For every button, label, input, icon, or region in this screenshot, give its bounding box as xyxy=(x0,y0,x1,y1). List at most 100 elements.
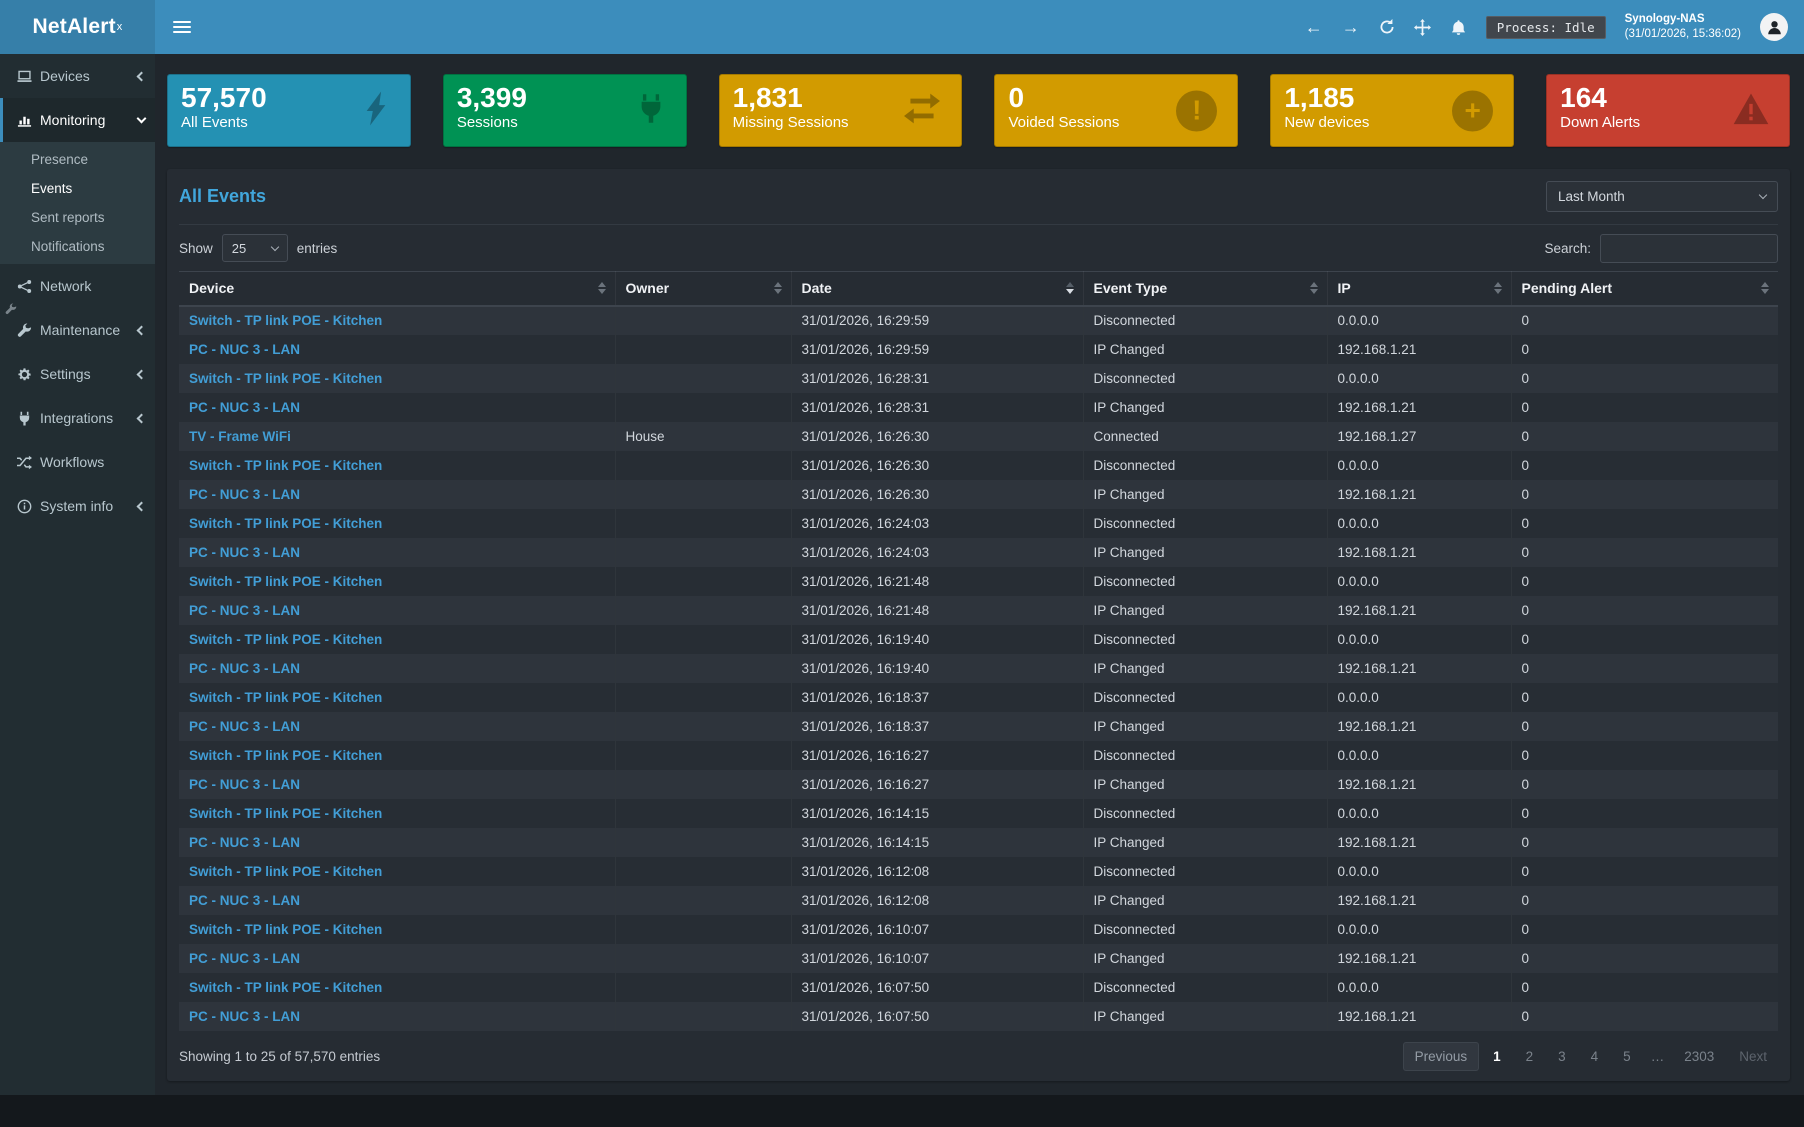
table-row[interactable]: PC - NUC 3 - LAN 31/01/2026, 16:14:15 IP C… xyxy=(179,827,1778,857)
table-row[interactable]: Switch - TP link POE - Kitchen 31/01/2026… xyxy=(179,566,1778,596)
device-link[interactable]: Switch - TP link POE - Kitchen xyxy=(189,313,383,328)
page-length-select[interactable]: 25 xyxy=(221,234,288,262)
refresh-icon[interactable] xyxy=(1379,19,1395,35)
user-avatar[interactable] xyxy=(1760,13,1788,41)
table-row[interactable]: Switch - TP link POE - Kitchen 31/01/2026… xyxy=(179,305,1778,335)
table-row[interactable]: Switch - TP link POE - Kitchen 31/01/2026… xyxy=(179,798,1778,828)
sidebar-item-system-info[interactable]: System info xyxy=(0,484,155,528)
table-row[interactable]: Switch - TP link POE - Kitchen 31/01/2026… xyxy=(179,914,1778,944)
device-link[interactable]: Switch - TP link POE - Kitchen xyxy=(189,979,383,995)
sidebar-item-events[interactable]: Events xyxy=(31,181,73,196)
stat-card-all-events[interactable]: 57,570 All Events xyxy=(167,74,411,147)
device-link[interactable]: PC - NUC 3 - LAN xyxy=(189,950,300,966)
stat-card-label: New devices xyxy=(1284,114,1370,132)
table-row[interactable]: Switch - TP link POE - Kitchen 31/01/2026… xyxy=(179,740,1778,770)
sidebar-toggle-button[interactable] xyxy=(169,15,195,39)
column-header-ip[interactable]: IP xyxy=(1327,271,1512,307)
cell-device: PC - NUC 3 - LAN xyxy=(179,653,616,683)
pagination-previous[interactable]: Previous xyxy=(1402,1042,1480,1071)
table-row[interactable]: Switch - TP link POE - Kitchen 31/01/2026… xyxy=(179,682,1778,712)
forward-icon[interactable]: → xyxy=(1341,17,1360,37)
device-link[interactable]: PC - NUC 3 - LAN xyxy=(189,486,300,502)
move-icon[interactable] xyxy=(1413,18,1431,36)
device-link[interactable]: PC - NUC 3 - LAN xyxy=(189,399,300,415)
search-control: Search: xyxy=(1544,233,1778,263)
table-row[interactable]: Switch - TP link POE - Kitchen 31/01/2026… xyxy=(179,856,1778,886)
cell-date: 31/01/2026, 16:21:48 xyxy=(791,595,1084,625)
table-row[interactable]: PC - NUC 3 - LAN 31/01/2026, 16:12:08 IP C… xyxy=(179,885,1778,915)
column-header-device[interactable]: Device xyxy=(179,271,616,307)
stat-card-voided-sessions[interactable]: 0 Voided Sessions! xyxy=(994,74,1239,147)
pagination-page-4[interactable]: 4 xyxy=(1580,1043,1610,1070)
table-row[interactable]: TV - Frame WiFi House 31/01/2026, 16:26:30… xyxy=(179,421,1778,451)
sidebar-item-settings[interactable]: Settings xyxy=(0,352,155,396)
device-link[interactable]: Switch - TP link POE - Kitchen xyxy=(189,515,383,531)
device-link[interactable]: PC - NUC 3 - LAN xyxy=(189,660,300,676)
period-select[interactable]: Last Month xyxy=(1546,181,1778,212)
table-row[interactable]: PC - NUC 3 - LAN 31/01/2026, 16:07:50 IP C… xyxy=(179,1001,1778,1031)
device-link[interactable]: PC - NUC 3 - LAN xyxy=(189,602,300,618)
column-header-owner[interactable]: Owner xyxy=(615,271,792,307)
device-link[interactable]: Switch - TP link POE - Kitchen xyxy=(189,747,383,763)
table-row[interactable]: Switch - TP link POE - Kitchen 31/01/2026… xyxy=(179,450,1778,480)
table-row[interactable]: PC - NUC 3 - LAN 31/01/2026, 16:24:03 IP C… xyxy=(179,537,1778,567)
table-row[interactable]: PC - NUC 3 - LAN 31/01/2026, 16:21:48 IP C… xyxy=(179,595,1778,625)
pagination-page-3[interactable]: 3 xyxy=(1547,1043,1577,1070)
device-link[interactable]: Switch - TP link POE - Kitchen xyxy=(189,921,383,937)
pagination-next[interactable]: Next xyxy=(1728,1043,1778,1070)
device-link[interactable]: PC - NUC 3 - LAN xyxy=(189,892,300,908)
stat-card-new-devices[interactable]: 1,185 New devices + xyxy=(1270,74,1515,147)
table-row[interactable]: PC - NUC 3 - LAN 31/01/2026, 16:28:31 IP C… xyxy=(179,392,1778,422)
table-row[interactable]: Switch - TP link POE - Kitchen 31/01/2026… xyxy=(179,972,1778,1002)
device-link[interactable]: Switch - TP link POE - Kitchen xyxy=(189,631,383,647)
column-header-event-type[interactable]: Event Type xyxy=(1083,271,1328,307)
sidebar-item-maintenance[interactable]: Maintenance xyxy=(0,308,155,352)
table-row[interactable]: PC - NUC 3 - LAN 31/01/2026, 16:16:27 IP C… xyxy=(179,769,1778,799)
column-header-pending-alert[interactable]: Pending Alert xyxy=(1511,271,1778,307)
device-link[interactable]: TV - Frame WiFi xyxy=(189,428,291,444)
device-link[interactable]: PC - NUC 3 - LAN xyxy=(189,834,300,850)
bell-icon[interactable] xyxy=(1450,19,1467,36)
cell-owner xyxy=(615,334,792,364)
device-link[interactable]: PC - NUC 3 - LAN xyxy=(189,1008,300,1024)
pagination-page-2[interactable]: 2 xyxy=(1515,1043,1545,1070)
table-row[interactable]: PC - NUC 3 - LAN 31/01/2026, 16:29:59 IP C… xyxy=(179,334,1778,364)
sidebar-item-workflows[interactable]: Workflows xyxy=(0,440,155,484)
stat-card-sessions[interactable]: 3,399 Sessions xyxy=(442,74,687,147)
table-row[interactable]: Switch - TP link POE - Kitchen 31/01/2026… xyxy=(179,363,1778,393)
column-header-date[interactable]: Date xyxy=(791,271,1084,307)
pagination-page-5[interactable]: 5 xyxy=(1612,1043,1642,1070)
stat-card-missing-sessions[interactable]: 1,831 Missing Sessions xyxy=(718,74,963,147)
device-link[interactable]: Switch - TP link POE - Kitchen xyxy=(189,370,383,386)
device-link[interactable]: PC - NUC 3 - LAN xyxy=(189,776,300,792)
back-icon[interactable]: ← xyxy=(1304,17,1323,37)
pagination-page-2303[interactable]: 2303 xyxy=(1673,1043,1725,1070)
sidebar-item-network[interactable]: Network xyxy=(0,264,155,308)
sidebar-item-devices[interactable]: Devices xyxy=(0,54,155,98)
table-row[interactable]: PC - NUC 3 - LAN 31/01/2026, 16:19:40 IP C… xyxy=(179,653,1778,683)
sidebar-item-monitoring[interactable]: Monitoring xyxy=(0,98,155,142)
device-link[interactable]: Switch - TP link POE - Kitchen xyxy=(189,689,383,705)
sidebar-item-notifications[interactable]: Notifications xyxy=(31,239,105,254)
device-link[interactable]: PC - NUC 3 - LAN xyxy=(189,341,300,357)
pagination-page-1[interactable]: 1 xyxy=(1482,1043,1512,1070)
cell-pending-alert: 0 xyxy=(1521,950,1530,966)
device-link[interactable]: PC - NUC 3 - LAN xyxy=(189,544,300,560)
search-input[interactable] xyxy=(1600,233,1778,263)
sidebar-item-presence[interactable]: Presence xyxy=(31,152,89,167)
table-row[interactable]: Switch - TP link POE - Kitchen 31/01/2026… xyxy=(179,508,1778,538)
device-link[interactable]: Switch - TP link POE - Kitchen xyxy=(189,805,383,821)
sidebar-item-integrations[interactable]: Integrations xyxy=(0,396,155,440)
table-row[interactable]: PC - NUC 3 - LAN 31/01/2026, 16:26:30 IP C… xyxy=(179,479,1778,509)
table-row[interactable]: PC - NUC 3 - LAN 31/01/2026, 16:18:37 IP C… xyxy=(179,711,1778,741)
device-link[interactable]: Switch - TP link POE - Kitchen xyxy=(189,457,383,473)
table-row[interactable]: Switch - TP link POE - Kitchen 31/01/2026… xyxy=(179,624,1778,654)
brand-logo[interactable]: Net Alert x xyxy=(0,0,155,54)
sidebar-item-sent-reports[interactable]: Sent reports xyxy=(31,210,105,225)
device-link[interactable]: Switch - TP link POE - Kitchen xyxy=(189,863,383,879)
topbar-main: ← → Process: Idle Synology-NAS (31/01/20… xyxy=(155,0,1804,54)
device-link[interactable]: Switch - TP link POE - Kitchen xyxy=(189,573,383,589)
stat-card-down-alerts[interactable]: 164 Down Alerts xyxy=(1546,74,1790,147)
device-link[interactable]: PC - NUC 3 - LAN xyxy=(189,718,300,734)
table-row[interactable]: PC - NUC 3 - LAN 31/01/2026, 16:10:07 IP C… xyxy=(179,943,1778,973)
